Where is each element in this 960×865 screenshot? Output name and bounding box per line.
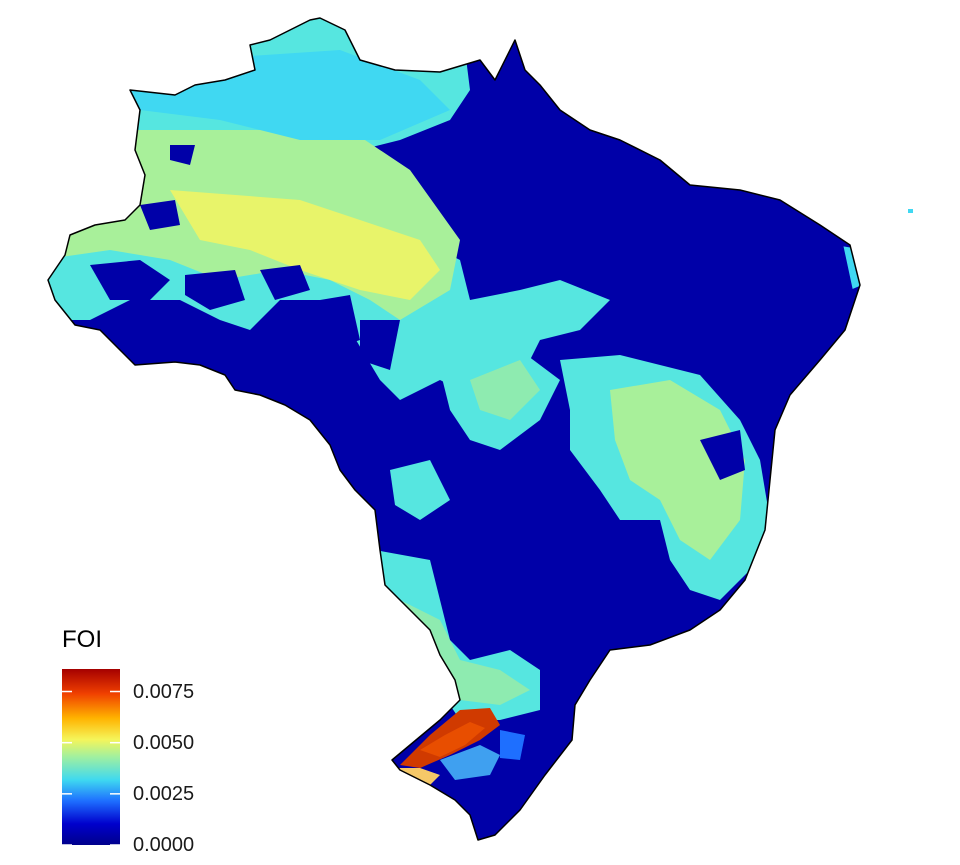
island-marker — [908, 209, 913, 213]
legend-title: FOI — [62, 626, 102, 653]
brazil-outline — [47, 17, 861, 841]
legend-tick-label: 0.0075 — [133, 680, 195, 703]
legend-colorbar — [62, 669, 120, 845]
legend-tick-label: 0.0000 — [133, 834, 195, 856]
legend-tick-label: 0.0050 — [133, 731, 195, 754]
legend-tick-marks — [62, 690, 120, 845]
legend-tick-label: 0.0025 — [133, 782, 195, 805]
brazil-map-fill — [48, 18, 860, 840]
